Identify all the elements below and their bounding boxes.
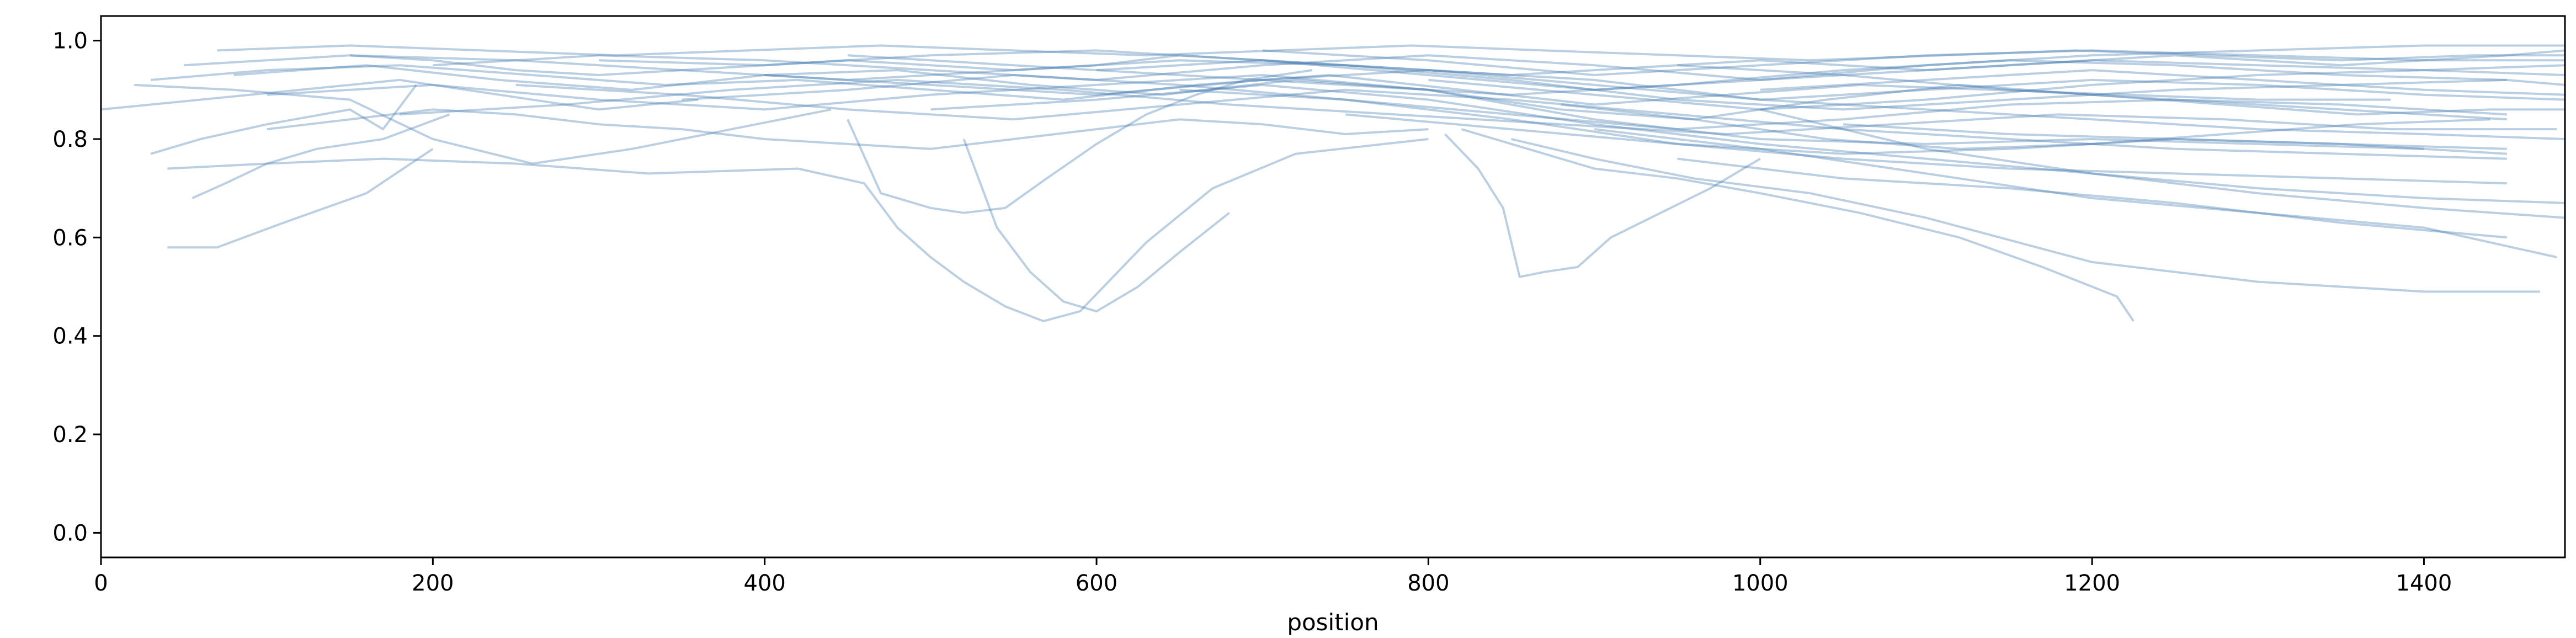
series-line-7 [1461,128,2135,322]
series-line-22 [433,54,2566,81]
x-tick-label: 1000 [1732,571,1789,596]
series-line-23 [515,83,2507,160]
series-line-36 [1760,69,2566,96]
series-line-15 [184,49,2566,76]
series-line-25 [682,74,2507,185]
plot-frame [100,15,2566,559]
series-line-13 [134,83,832,165]
series-lines [100,44,2566,322]
series-line-27 [847,54,2566,96]
y-tick-label: 0.4 [52,324,88,349]
x-tick-label: 800 [1407,571,1449,596]
y-tick-label: 1.0 [52,29,88,54]
series-line-34 [1561,103,2490,150]
series-line-0 [167,148,434,249]
series-line-29 [1096,59,2566,101]
y-tick-label: 0.0 [52,520,88,546]
x-tick-label: 1400 [2396,571,2452,596]
series-line-19 [267,74,2424,150]
series-line-28 [930,83,2566,204]
series-line-26 [764,69,2566,140]
series-line-17 [217,44,2565,62]
series-line-5 [962,139,1230,313]
series-line-18 [233,64,2565,121]
series-line-21 [400,78,2557,135]
y-tick-label: 0.2 [52,422,88,448]
series-line-35 [1677,64,2507,116]
series-line-1 [191,113,450,199]
x-tick-label: 200 [412,571,454,596]
x-tick-label: 1200 [2064,571,2120,596]
y-axis-ticks: 0.0 0.2 0.4 0.6 0.8 1.0 [52,29,101,546]
series-line-33 [1428,69,2566,111]
series-line-6 [1444,133,1761,278]
series-line-10 [1677,157,2507,239]
series-line-37 [1843,123,2507,150]
series-line-2 [150,84,417,155]
series-line-12 [267,108,1429,150]
x-tick-label: 400 [744,571,786,596]
series-line-4 [847,69,1313,214]
series-line-16 [151,64,2391,106]
y-tick-label: 0.6 [52,225,88,251]
x-axis-ticks: 0 200 400 600 800 1000 1200 1400 [94,557,2452,596]
series-line-14 [100,78,699,111]
x-tick-label: 600 [1076,571,1117,596]
series-line-11 [1760,108,2566,219]
series-line-31 [1262,49,2565,76]
x-axis-label: position [1287,609,1379,636]
y-tick-label: 0.8 [52,127,88,152]
x-tick-label: 0 [94,571,108,596]
series-line-30 [1179,88,2507,131]
series-line-9 [1594,128,2557,258]
series-line-20 [349,54,2507,111]
series-line-24 [598,44,2565,91]
series-line-8 [1511,138,2540,293]
series-line-3 [167,138,1429,322]
series-line-32 [1345,113,2507,155]
